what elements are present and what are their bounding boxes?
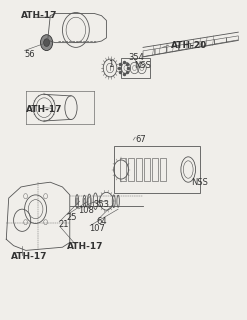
Text: 64: 64 xyxy=(97,217,107,226)
Bar xyxy=(136,158,142,180)
Text: 21: 21 xyxy=(59,220,69,228)
Circle shape xyxy=(41,35,53,51)
Text: 108: 108 xyxy=(78,206,94,215)
Bar xyxy=(160,158,166,180)
Text: 1: 1 xyxy=(108,60,113,69)
Bar xyxy=(144,158,150,180)
Text: 56: 56 xyxy=(25,50,35,59)
Bar xyxy=(128,158,134,180)
Text: NSS: NSS xyxy=(134,61,151,70)
Text: ATH-17: ATH-17 xyxy=(67,242,104,251)
Bar xyxy=(152,158,158,180)
Circle shape xyxy=(44,39,49,46)
Text: NSS: NSS xyxy=(191,178,207,187)
Text: ATH-17: ATH-17 xyxy=(11,252,48,261)
Text: ATH-20: ATH-20 xyxy=(171,41,207,50)
Text: 354: 354 xyxy=(128,53,144,62)
Text: ATH-17: ATH-17 xyxy=(21,11,57,20)
Text: ATH-17: ATH-17 xyxy=(26,105,62,114)
Text: 67: 67 xyxy=(135,135,146,144)
Text: 107: 107 xyxy=(89,224,105,233)
Bar xyxy=(114,146,200,193)
Text: 353: 353 xyxy=(93,200,109,209)
Text: 25: 25 xyxy=(67,212,77,222)
Bar xyxy=(120,158,126,180)
Bar xyxy=(121,59,150,77)
